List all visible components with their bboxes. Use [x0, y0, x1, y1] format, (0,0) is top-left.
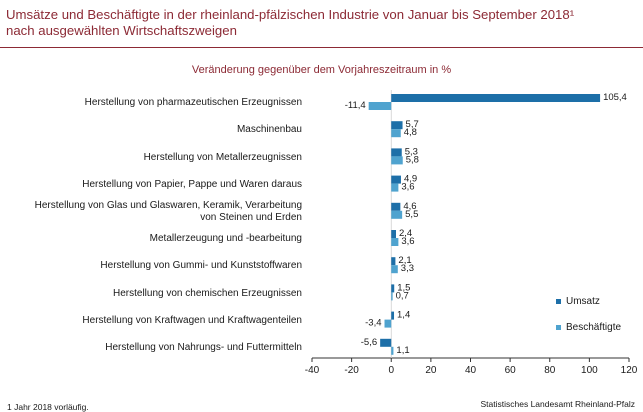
category-label-line: Herstellung von Papier, Pappe und Waren …: [82, 178, 302, 190]
category-label-line: Metallerzeugung und -bearbeitung: [149, 233, 302, 245]
bar-beschaeftigte-3: [391, 183, 399, 192]
x-tick-label-8: 120: [621, 365, 638, 376]
value-label-umsatz-0: 105,4: [603, 92, 627, 103]
bar-umsatz-8: [391, 311, 395, 320]
title-line-1: Umsätze und Beschäftigte in der rheinlan…: [6, 7, 575, 22]
category-label-8: Herstellung von Kraftwagen und Kraftwage…: [0, 315, 302, 327]
legend-swatch-umsatz: [556, 298, 561, 304]
x-tick-label-6: 80: [544, 365, 556, 376]
category-label-6: Herstellung von Gummi- und Kunststoffwar…: [0, 260, 302, 272]
value-label-beschaeftigte-8: -3,4: [365, 318, 381, 329]
bar-umsatz-9: [380, 338, 392, 347]
bar-umsatz-7: [391, 284, 395, 293]
category-label-line: Herstellung von Gummi- und Kunststoffwar…: [100, 260, 302, 272]
category-label-line: Herstellung von Kraftwagen und Kraftwage…: [82, 314, 302, 326]
value-label-beschaeftigte-4: 5,5: [405, 209, 418, 220]
category-label-3: Herstellung von Papier, Pappe und Waren …: [0, 179, 302, 191]
bar-beschaeftigte-4: [391, 210, 403, 219]
bar-umsatz-4: [391, 202, 401, 211]
chart-title: Umsätze und Beschäftigte in der rheinlan…: [6, 7, 636, 39]
legend-label-beschaeftigte: Beschäftigte: [566, 322, 622, 333]
value-label-umsatz-4: 4,6: [403, 201, 416, 212]
category-label-9: Herstellung von Nahrungs- und Futtermitt…: [0, 342, 302, 354]
bar-umsatz-0: [391, 94, 601, 102]
category-label-0: Herstellung von pharmazeutischen Erzeugn…: [0, 97, 302, 109]
value-label-beschaeftigte-6: 3,3: [401, 263, 414, 274]
value-label-beschaeftigte-0: -11,4: [345, 100, 366, 111]
value-label-umsatz-1: 5,7: [406, 119, 419, 130]
x-tick-label-7: 100: [581, 365, 598, 376]
value-label-umsatz-3: 4,9: [404, 174, 417, 185]
bar-umsatz-3: [391, 175, 401, 184]
category-label-line: Maschinenbau: [236, 124, 302, 136]
title-divider: [0, 47, 643, 48]
bar-beschaeftigte-9: [391, 346, 394, 355]
value-label-umsatz-6: 2,1: [398, 255, 411, 266]
legend-item-umsatz: Umsatz: [556, 296, 600, 307]
value-label-beschaeftigte-5: 3,6: [401, 236, 414, 247]
value-label-umsatz-8: 1,4: [397, 310, 410, 321]
category-label-line: Herstellung von chemischen Erzeugnissen: [113, 287, 302, 299]
value-label-beschaeftigte-7: 0,7: [396, 290, 409, 301]
legend-swatch-beschaeftigte: [556, 324, 561, 330]
x-tick-label-3: 20: [425, 365, 437, 376]
bar-beschaeftigte-5: [391, 238, 399, 246]
category-label-4: Herstellung von Glas und Glaswaren, Kera…: [0, 200, 302, 223]
chart-subtitle: Veränderung gegenüber dem Vorjahreszeitr…: [191, 64, 452, 76]
bar-beschaeftigte-8: [384, 319, 392, 328]
value-label-beschaeftigte-1: 4,8: [404, 127, 417, 138]
source-note: Statistisches Landesamt Rheinland-Pfalz: [480, 399, 636, 409]
legend-item-beschaeftigte: Beschäftigte: [556, 322, 621, 333]
bar-beschaeftigte-2: [391, 156, 403, 165]
bar-umsatz-1: [391, 121, 403, 130]
category-label-7: Herstellung von chemischen Erzeugnissen: [0, 288, 302, 300]
bar-beschaeftigte-6: [391, 265, 398, 274]
value-label-beschaeftigte-9: 1,1: [396, 345, 409, 356]
x-tick-label-1: -20: [344, 365, 359, 376]
bar-umsatz-5: [391, 230, 397, 238]
footnote: 1 Jahr 2018 vorläufig.: [7, 402, 89, 412]
bar-beschaeftigte-0: [368, 102, 392, 110]
value-label-beschaeftigte-3: 3,6: [401, 182, 414, 193]
title-line-2: nach ausgewählten Wirtschaftszweigen: [6, 23, 237, 38]
legend-label-umsatz: Umsatz: [566, 296, 600, 307]
x-tick-label-2: 0: [388, 365, 394, 376]
x-tick-label-5: 60: [505, 365, 517, 376]
bar-beschaeftigte-1: [391, 129, 401, 138]
bar-beschaeftigte-7: [391, 292, 393, 301]
x-tick-label-4: 40: [465, 365, 477, 376]
category-label-line: Herstellung von Metallerzeugnissen: [143, 151, 302, 163]
value-label-beschaeftigte-2: 5,8: [406, 154, 419, 165]
category-label-line: Herstellung von Nahrungs- und Futtermitt…: [105, 342, 302, 354]
category-label-line: von Steinen und Erden: [200, 211, 302, 223]
value-label-umsatz-7: 1,5: [397, 282, 410, 293]
bar-umsatz-2: [391, 148, 402, 157]
bar-umsatz-6: [391, 257, 396, 266]
category-label-5: Metallerzeugung und -bearbeitung: [0, 233, 302, 245]
category-label-2: Herstellung von Metallerzeugnissen: [0, 152, 302, 164]
value-label-umsatz-5: 2,4: [399, 228, 412, 239]
category-label-line: Herstellung von pharmazeutischen Erzeugn…: [84, 97, 302, 109]
value-label-umsatz-2: 5,3: [405, 146, 418, 157]
x-tick-label-0: -40: [305, 365, 320, 376]
category-label-line: Herstellung von Glas und Glaswaren, Kera…: [34, 200, 302, 212]
category-label-1: Maschinenbau: [0, 124, 302, 136]
value-label-umsatz-9: -5,6: [361, 337, 377, 348]
